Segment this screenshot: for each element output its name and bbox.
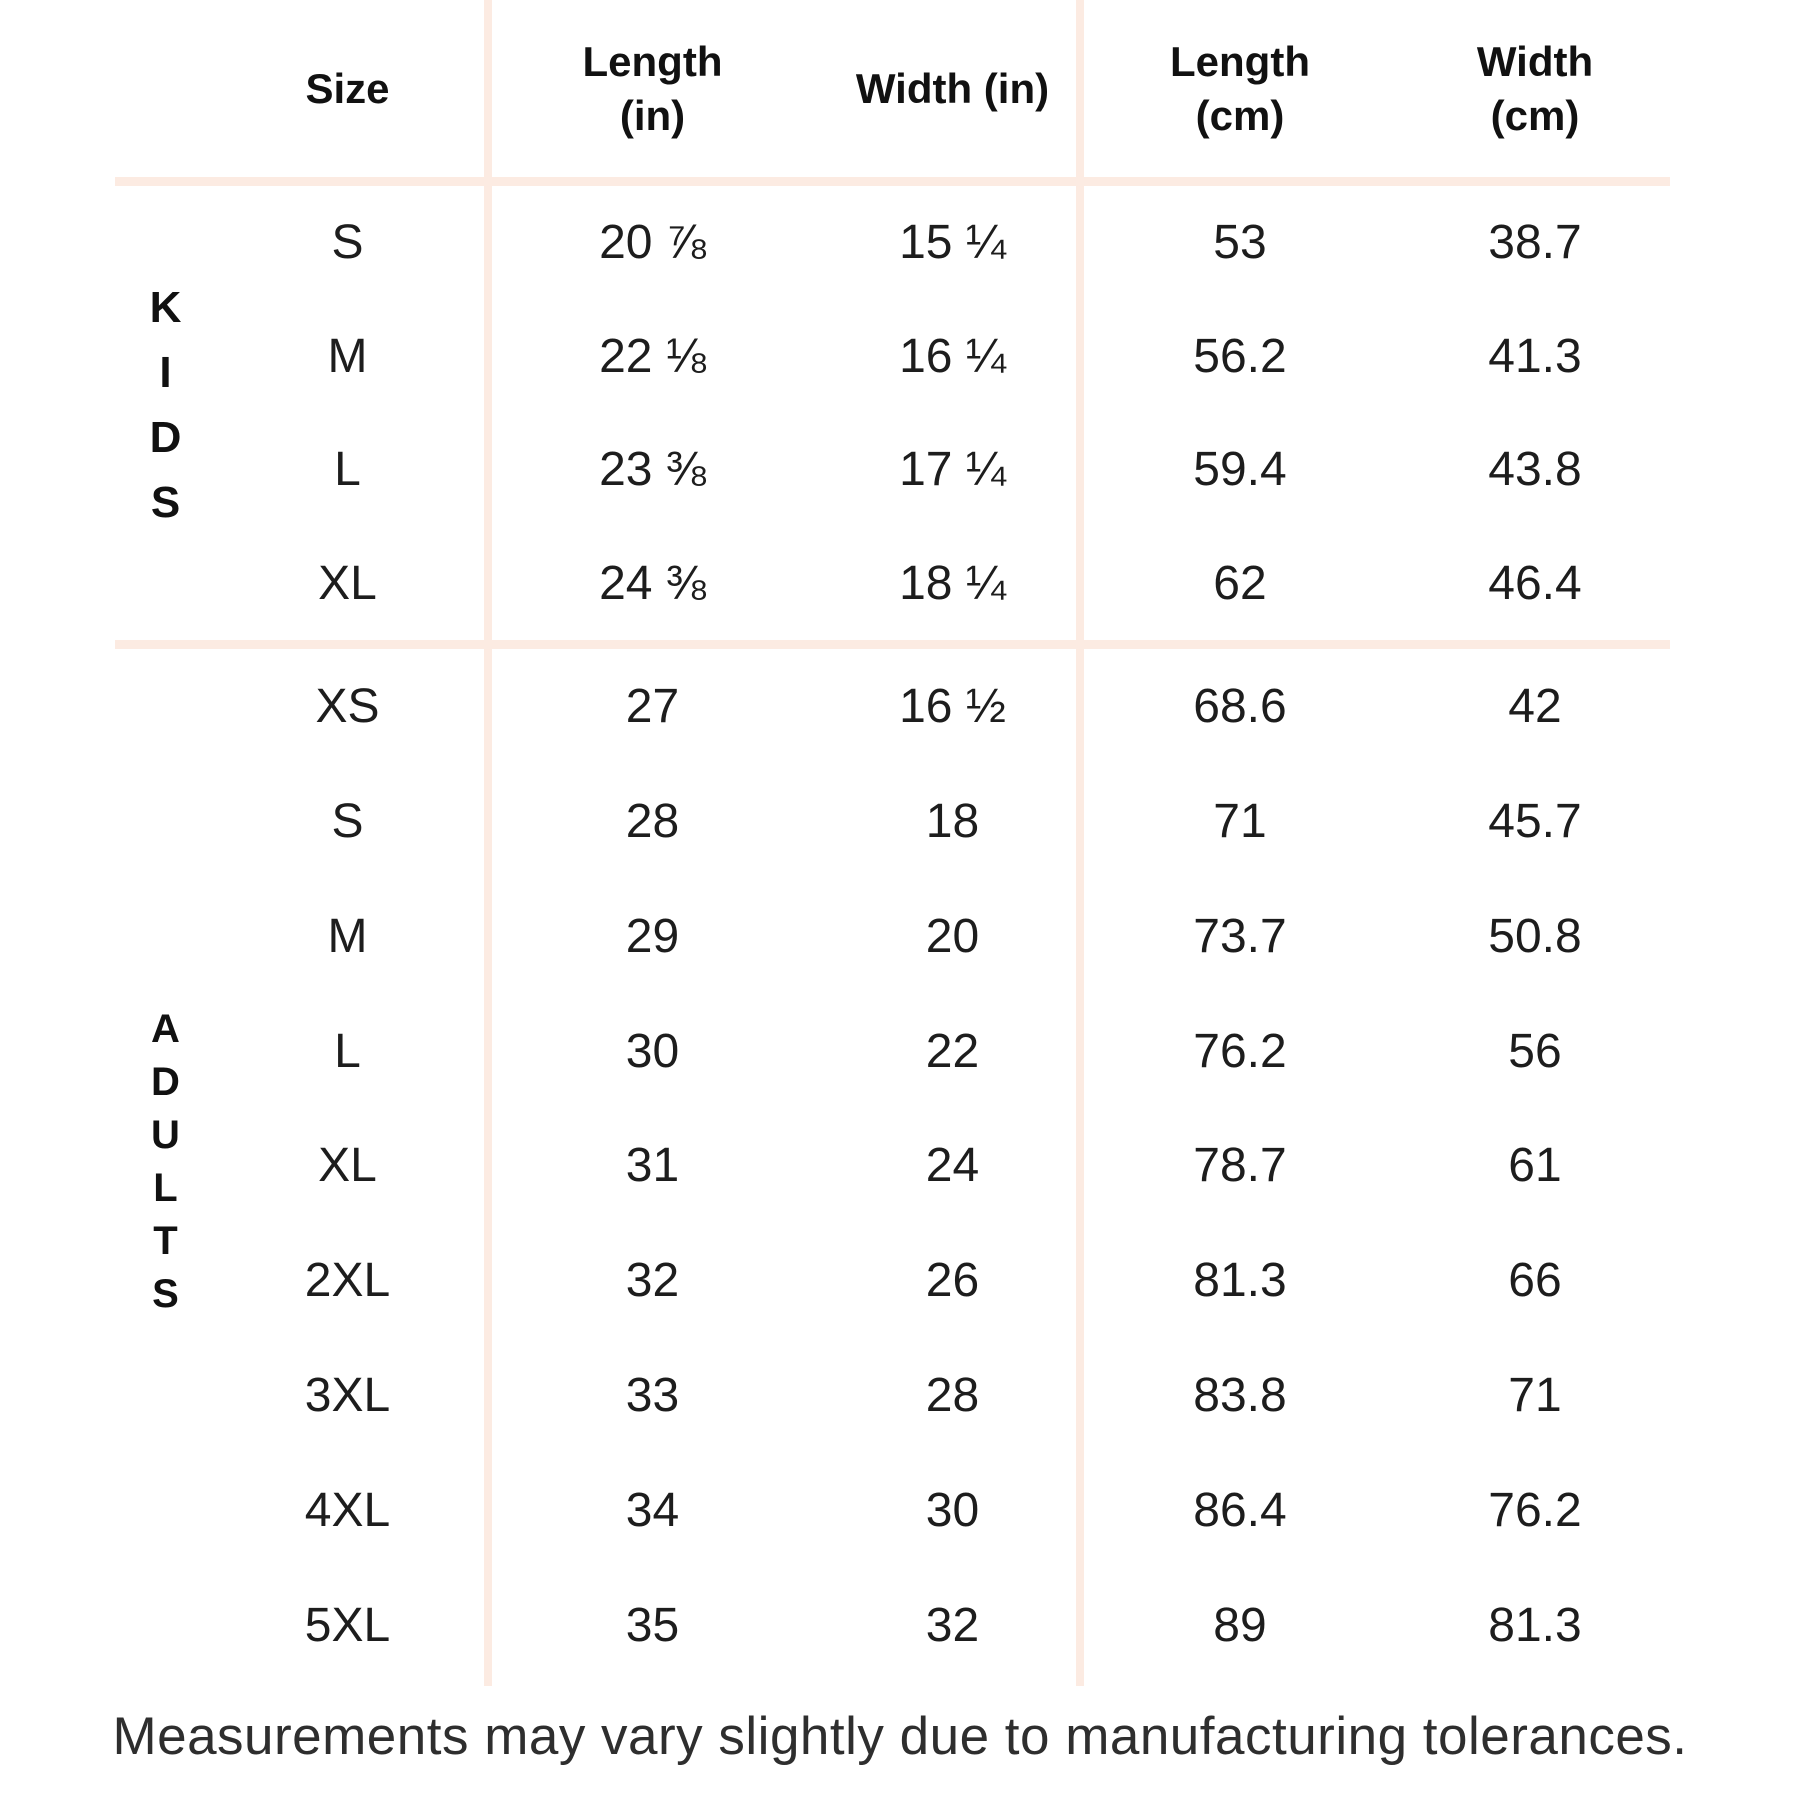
cell-length-in: 32: [625, 1254, 680, 1308]
group-label-kids: KIDS: [141, 283, 190, 543]
cell-size: XL: [318, 556, 377, 610]
cell-width-cm: 76.2: [1488, 1484, 1582, 1538]
cell-length-cm: 68.6: [1193, 679, 1287, 733]
cell-length-cm: 62: [1213, 556, 1267, 610]
cell-width-cm: 61: [1508, 1139, 1562, 1193]
cell-width-cm: 41.3: [1488, 329, 1582, 383]
cell-width-in: 22: [925, 1024, 980, 1078]
cell-length-cm: 89: [1213, 1599, 1267, 1653]
cell-length-cm: 76.2: [1193, 1024, 1287, 1078]
cell-length-in: 35: [625, 1599, 680, 1653]
cell-length-in: 34: [625, 1484, 680, 1538]
cell-width-in: 15 ¼: [899, 216, 1006, 270]
cell-width-cm: 38.7: [1488, 216, 1582, 270]
group-label-adults: ADULTS: [143, 1006, 188, 1325]
cell-length-in: 33: [625, 1369, 680, 1423]
cell-length-in: 23 ⅜: [599, 443, 706, 497]
cell-size: XS: [315, 679, 380, 733]
cell-width-cm: 43.8: [1488, 443, 1582, 497]
cell-width-in: 16 ¼: [899, 329, 1006, 383]
cell-size: XL: [318, 1139, 377, 1193]
cell-size: 5XL: [304, 1599, 391, 1653]
cell-length-in: 20 ⅞: [599, 216, 706, 270]
cell-length-in: 27: [625, 679, 680, 733]
cell-width-in: 16 ½: [899, 679, 1006, 733]
cell-width-cm: 45.7: [1488, 794, 1582, 848]
cell-size: L: [334, 1024, 361, 1078]
cell-length-cm: 86.4: [1193, 1484, 1287, 1538]
cell-width-cm: 81.3: [1488, 1599, 1582, 1653]
cell-length-in: 24 ⅜: [599, 556, 706, 610]
cell-width-in: 26: [925, 1254, 980, 1308]
column-header-width-cm: Width (cm): [1476, 37, 1594, 139]
cell-size: 3XL: [304, 1369, 391, 1423]
cell-width-in: 17 ¼: [899, 443, 1006, 497]
cell-size: M: [327, 909, 368, 963]
cell-length-in: 22 ⅛: [599, 329, 706, 383]
cell-length-cm: 71: [1213, 794, 1267, 848]
cell-width-in: 18 ¼: [899, 556, 1006, 610]
column-header-width-in: Width (in): [855, 64, 1050, 112]
column-header-size: Size: [305, 64, 390, 112]
cell-length-cm: 56.2: [1193, 329, 1287, 383]
cell-length-in: 28: [625, 794, 680, 848]
cell-size: M: [327, 329, 368, 383]
cell-size: L: [334, 443, 361, 497]
table-header-row: Size Length (in) Width (in) Length (cm) …: [115, 0, 1670, 177]
cell-width-in: 20: [925, 909, 980, 963]
cell-size: 2XL: [304, 1254, 391, 1308]
cell-width-cm: 50.8: [1488, 909, 1582, 963]
cell-width-in: 32: [925, 1599, 980, 1653]
cell-width-cm: 42: [1508, 679, 1562, 733]
kids-section: KIDS S 20 ⅞ 15 ¼ 53 38.7 M 22 ⅛ 16 ¼ 56.…: [115, 186, 1670, 640]
cell-length-cm: 73.7: [1193, 909, 1287, 963]
footnote: Measurements may vary slightly due to ma…: [112, 1707, 1688, 1766]
cell-length-cm: 59.4: [1193, 443, 1287, 497]
divider-vertical-cm: [1076, 0, 1084, 1686]
cell-length-cm: 81.3: [1193, 1254, 1287, 1308]
cell-width-cm: 46.4: [1488, 556, 1582, 610]
cell-width-in: 24: [925, 1139, 980, 1193]
cell-length-in: 30: [625, 1024, 680, 1078]
adults-section: ADULTS XS 27 16 ½ 68.6 42 S 28 18 71 45.…: [115, 649, 1670, 1683]
divider-kids-adults: [115, 640, 1670, 649]
cell-size: S: [331, 794, 364, 848]
cell-width-cm: 56: [1508, 1024, 1562, 1078]
cell-size: 4XL: [304, 1484, 391, 1538]
cell-width-in: 18: [925, 794, 980, 848]
cell-length-cm: 53: [1213, 216, 1267, 270]
column-header-length-cm: Length (cm): [1170, 37, 1310, 139]
divider-below-header: [115, 177, 1670, 186]
cell-width-cm: 66: [1508, 1254, 1562, 1308]
header-spacer: [115, 0, 215, 177]
cell-length-cm: 78.7: [1193, 1139, 1287, 1193]
cell-length-in: 31: [625, 1139, 680, 1193]
divider-vertical-inches: [484, 0, 492, 1686]
cell-length-in: 29: [625, 909, 680, 963]
cell-width-in: 28: [925, 1369, 980, 1423]
column-header-length-in: Length (in): [582, 37, 723, 139]
cell-width-in: 30: [925, 1484, 980, 1538]
cell-size: S: [331, 216, 364, 270]
cell-width-cm: 71: [1508, 1369, 1562, 1423]
cell-length-cm: 83.8: [1193, 1369, 1287, 1423]
